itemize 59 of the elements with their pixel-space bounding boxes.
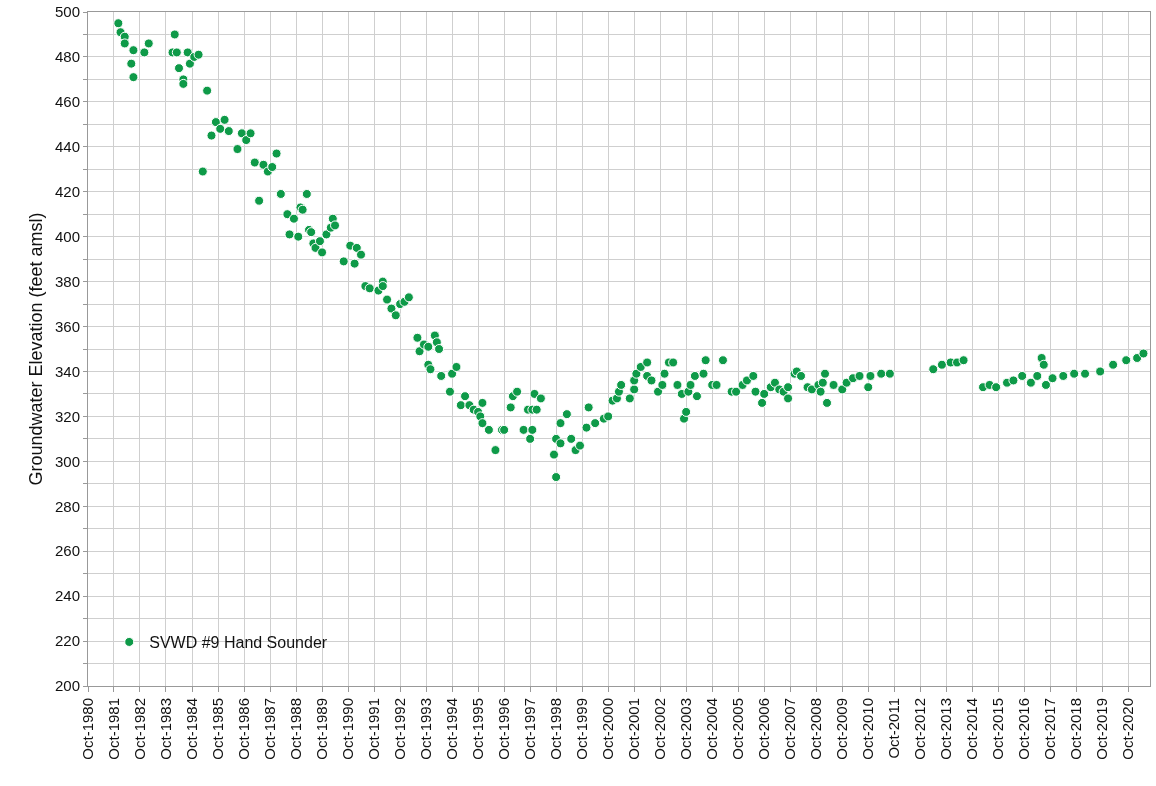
x-tick-label: Oct-1981 <box>104 698 122 760</box>
x-tick-label: Oct-1987 <box>260 698 278 760</box>
y-tick-label: 300 <box>54 452 80 470</box>
x-tick-label: Oct-1992 <box>390 698 408 760</box>
x-tick-label: Oct-2005 <box>729 698 747 760</box>
y-tick-label: 500 <box>54 3 80 21</box>
y-tick-label: 360 <box>54 317 80 335</box>
y-tick-label: 280 <box>54 497 80 515</box>
y-axis-title: Groundwater Elevation (feet amsl) <box>26 212 46 486</box>
x-tick-label: Oct-1984 <box>182 698 200 760</box>
x-tick-label: Oct-2006 <box>755 698 773 760</box>
x-tick-label: Oct-1999 <box>572 698 590 760</box>
x-tick-label: Oct-2018 <box>1067 698 1085 760</box>
x-tick-label: Oct-2007 <box>781 698 799 760</box>
x-tick-label: Oct-1980 <box>78 698 96 760</box>
x-tick-label: Oct-2009 <box>833 698 851 760</box>
x-tick-label: Oct-2019 <box>1093 698 1111 760</box>
x-tick-label: Oct-2020 <box>1119 698 1137 760</box>
y-tick-label: 260 <box>54 542 80 560</box>
x-tick-label: Oct-1985 <box>208 698 226 760</box>
y-tick-label: 400 <box>54 227 80 245</box>
x-tick-label: Oct-1996 <box>495 698 513 760</box>
x-tick-label: Oct-2003 <box>677 698 695 760</box>
x-tick-label: Oct-1983 <box>156 698 174 760</box>
x-tick-label: Oct-2017 <box>1041 698 1059 760</box>
x-tick-label: Oct-2016 <box>1015 698 1033 760</box>
x-tick-label: Oct-1991 <box>364 698 382 760</box>
x-tick-label: Oct-2008 <box>807 698 825 760</box>
x-tick-label: Oct-1993 <box>416 698 434 760</box>
legend-label: SVWD #9 Hand Sounder <box>149 634 328 652</box>
y-tick-label: 200 <box>54 677 80 695</box>
y-tick-label: 240 <box>54 587 80 605</box>
x-tick-label: Oct-2015 <box>989 698 1007 760</box>
x-tick-label: Oct-1990 <box>338 698 356 760</box>
x-tick-label: Oct-2004 <box>703 698 721 760</box>
x-tick-label: Oct-2000 <box>599 698 617 760</box>
x-tick-label: Oct-2012 <box>911 698 929 760</box>
x-tick-label: Oct-1994 <box>442 698 460 760</box>
x-tick-label: Oct-2011 <box>885 698 903 759</box>
x-tick-label: Oct-1988 <box>286 698 304 760</box>
x-tick-label: Oct-1997 <box>521 698 539 760</box>
y-tick-label: 420 <box>54 182 80 200</box>
y-tick-label: 220 <box>54 632 80 650</box>
y-tick-label: 320 <box>54 407 80 425</box>
y-tick-label: 340 <box>54 362 80 380</box>
y-tick-label: 480 <box>54 48 80 66</box>
x-tick-label: Oct-1998 <box>546 698 564 760</box>
x-tick-label: Oct-1986 <box>234 698 252 760</box>
x-tick-label: Oct-1995 <box>468 698 486 760</box>
x-tick-label: Oct-1982 <box>130 698 148 760</box>
y-tick-label: 380 <box>54 272 80 290</box>
x-tick-label: Oct-1989 <box>312 698 330 760</box>
x-tick-label: Oct-2002 <box>651 698 669 760</box>
y-tick-label: 440 <box>54 138 80 156</box>
x-tick-label: Oct-2014 <box>963 698 981 760</box>
y-tick-label: 460 <box>54 93 80 111</box>
x-tick-label: Oct-2010 <box>859 698 877 760</box>
x-tick-label: Oct-2013 <box>937 698 955 760</box>
x-tick-label: Oct-2001 <box>625 698 643 760</box>
